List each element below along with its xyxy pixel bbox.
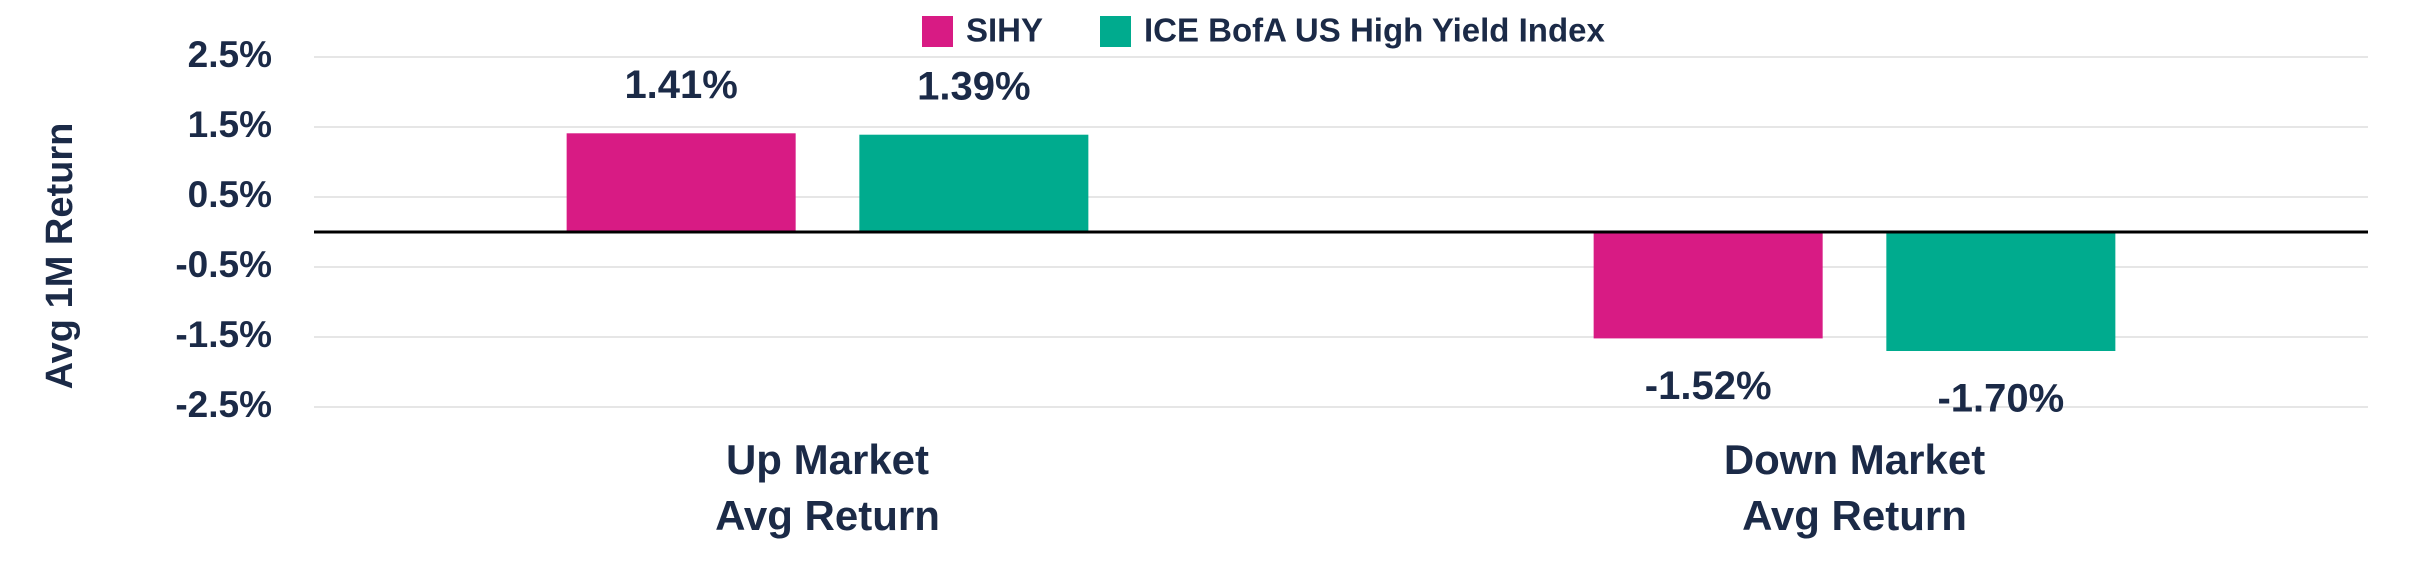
legend-swatch (1100, 16, 1131, 47)
x-tick-label: Up Market Avg Return (715, 436, 940, 539)
y-tick-label: 1.5% (188, 104, 272, 145)
data-label: -1.52% (1645, 364, 1772, 408)
bar (566, 133, 796, 232)
data-label: 1.39% (917, 64, 1030, 108)
y-tick-label: 0.5% (188, 174, 272, 215)
y-tick-label: 2.5% (188, 34, 272, 75)
legend-swatch (922, 16, 953, 47)
y-tick-label: -2.5% (175, 384, 272, 425)
bar (859, 134, 1089, 232)
y-axis-label: Avg 1M Return (39, 123, 81, 390)
x-tick-label: Down Market Avg Return (1723, 436, 1986, 539)
bar (1886, 232, 2116, 351)
data-label: 1.41% (624, 63, 737, 107)
data-label: -1.70% (1937, 377, 2064, 421)
bar (1593, 232, 1823, 339)
legend-label: SIHY (966, 12, 1043, 49)
y-tick-label: -0.5% (175, 244, 272, 285)
y-tick-label: -1.5% (175, 314, 272, 355)
legend-label: ICE BofA US High Yield Index (1144, 12, 1605, 49)
